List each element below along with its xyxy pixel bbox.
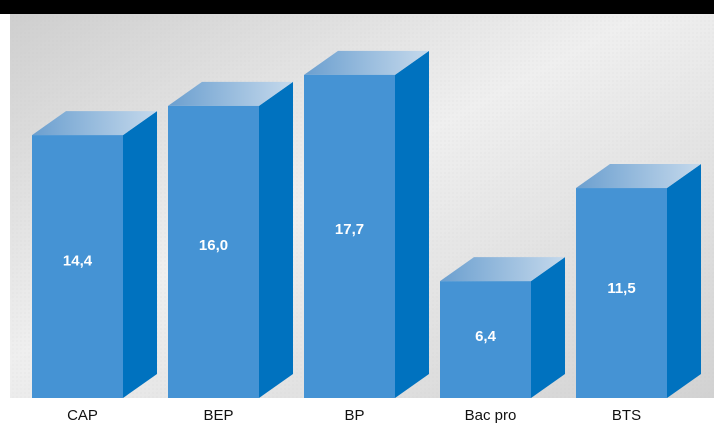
- heading-strip: [0, 0, 714, 14]
- bar-bep: [168, 105, 259, 399]
- bar-side-bts: [667, 164, 701, 398]
- bar-top-bts: [576, 164, 701, 189]
- bar-side-bac-pro: [531, 257, 565, 398]
- bar-top-bp: [304, 50, 429, 75]
- labels-group: 14,4 CAP 16,0 BEP 17,7 BP 6,4 Bac pro 11,5 BTS: [63, 221, 641, 424]
- bar-cap: [32, 135, 123, 398]
- bars-group: [32, 50, 701, 399]
- category-label-bp: BP: [344, 407, 364, 424]
- value-label-cap: 14,4: [63, 252, 93, 269]
- bar-bac-pro: [440, 281, 531, 398]
- value-label-bep: 16,0: [199, 237, 228, 254]
- value-label-bac-pro: 6,4: [475, 328, 497, 345]
- category-label-cap: CAP: [67, 407, 98, 424]
- category-label-bep: BEP: [203, 407, 233, 424]
- value-label-bts: 11,5: [607, 280, 635, 297]
- bar-side-cap: [123, 111, 157, 398]
- category-label-bts: BTS: [612, 407, 641, 424]
- bar-side-bep: [259, 81, 293, 399]
- bar-bts: [576, 188, 667, 398]
- bar-top-bep: [168, 81, 293, 106]
- bar-side-bp: [395, 50, 429, 398]
- bar-top-cap: [32, 111, 157, 136]
- bar-bp: [304, 74, 395, 398]
- value-label-bp: 17,7: [335, 221, 364, 238]
- bar-top-bac-pro: [440, 257, 565, 282]
- category-label-bac-pro: Bac pro: [465, 407, 517, 424]
